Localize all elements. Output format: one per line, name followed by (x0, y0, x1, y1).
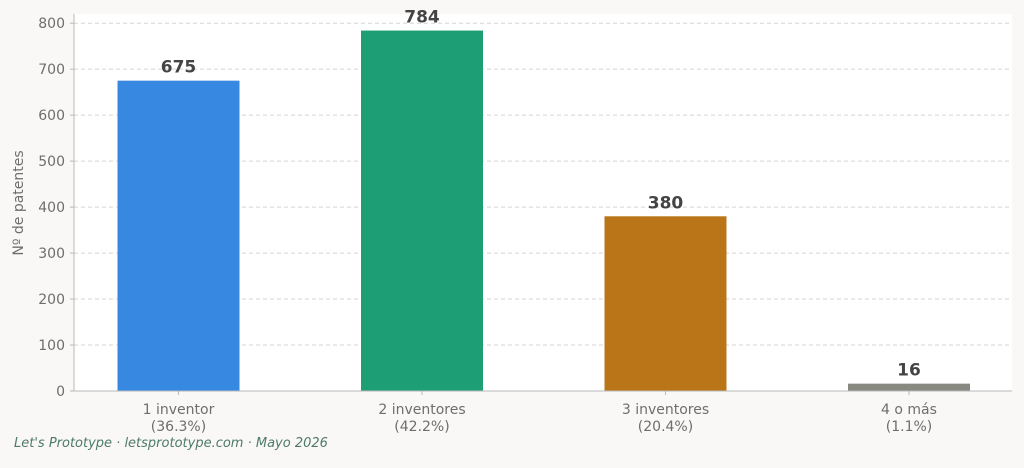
value-labels: 675 784 380 16 (161, 8, 921, 381)
bar (361, 30, 483, 392)
x-tick-label: 1 inventor (143, 402, 215, 418)
y-tick-label: 400 (38, 200, 65, 216)
x-tick-share-label: (1.1%) (886, 419, 933, 435)
bar-value-label: 784 (404, 8, 440, 28)
y-tick-label: 200 (38, 292, 65, 308)
y-axis-label: Nº de patentes (11, 150, 27, 255)
bar-value-label: 675 (161, 58, 197, 78)
bars (117, 30, 970, 392)
x-tick-share-label: (36.3%) (151, 419, 206, 435)
bar-value-label: 380 (648, 193, 684, 213)
y-tick-label: 600 (38, 108, 65, 124)
footer-credit: Let's Prototype · letsprototype.com · Ma… (14, 436, 328, 451)
y-tick-label: 500 (38, 154, 65, 170)
y-tick-label: 800 (38, 16, 65, 32)
y-tick-label: 100 (38, 338, 65, 354)
x-tick-share-label: (42.2%) (394, 419, 449, 435)
bar (848, 383, 970, 391)
y-tick-label: 700 (38, 62, 65, 78)
x-tick-label: 3 inventores (622, 402, 709, 418)
y-tick-label: 0 (56, 384, 65, 400)
x-tick-share-label: (20.4%) (638, 419, 693, 435)
axes: 0 100 200 300 400 500 600 700 800 1 inventor(36.3… (38, 14, 1012, 435)
x-tick-label: 2 inventores (378, 402, 465, 418)
bar (604, 216, 727, 391)
bar (117, 80, 240, 391)
bar-value-label: 16 (897, 361, 921, 381)
x-tick-label: 4 o más (881, 402, 937, 418)
y-tick-label: 300 (38, 246, 65, 262)
